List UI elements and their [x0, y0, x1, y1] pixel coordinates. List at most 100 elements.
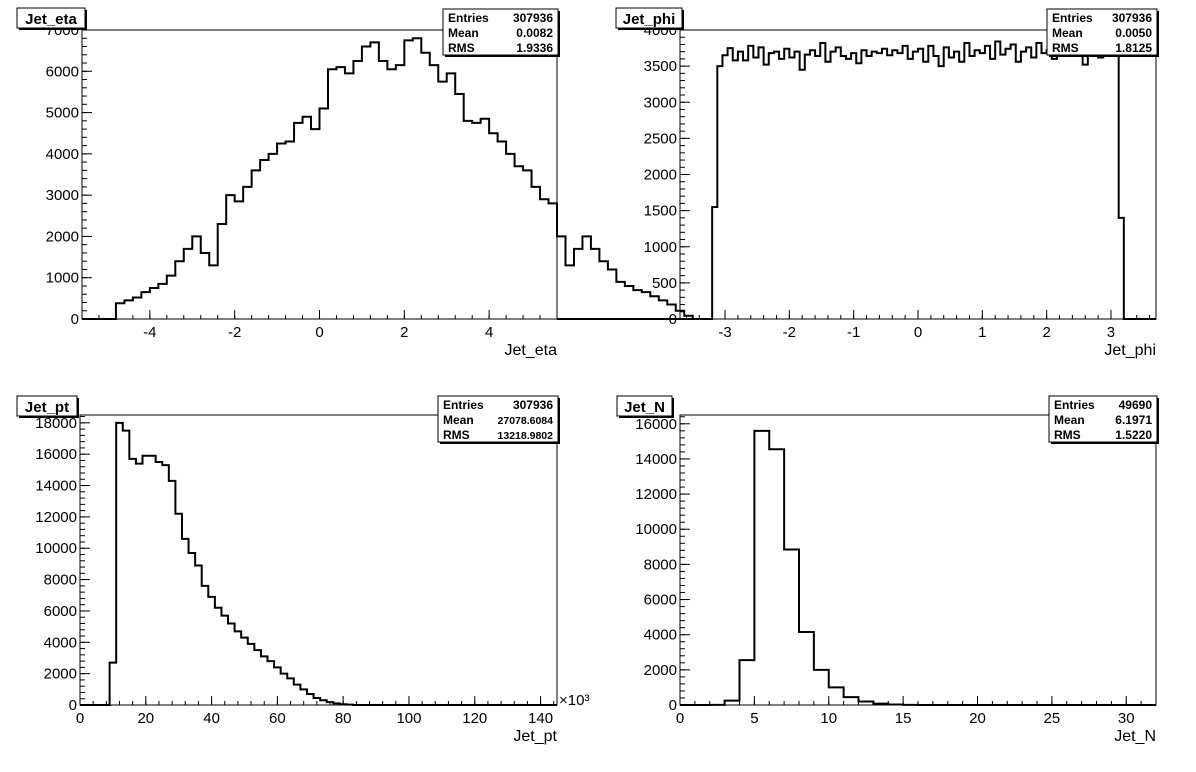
x-tick-label: 20 — [969, 710, 986, 727]
stats-label-entries: Entries — [443, 398, 484, 412]
y-tick-label: 0 — [69, 697, 77, 714]
y-tick-label: 16000 — [635, 416, 677, 433]
y-tick-label: 12000 — [635, 486, 677, 503]
x-tick-label: 40 — [203, 710, 220, 727]
x-tick-label: -3 — [718, 324, 731, 341]
title-box: Jet_eta — [16, 7, 87, 30]
stats-label-mean: Mean — [443, 413, 474, 427]
y-tick-label: 0 — [669, 311, 677, 328]
y-tick-label: 0 — [669, 697, 677, 714]
stats-label-rms: RMS — [1054, 428, 1081, 442]
y-tick-label: 12000 — [35, 509, 77, 526]
title-box: Jet_phi — [615, 7, 684, 30]
y-tick-label: 3000 — [644, 94, 677, 111]
stats-label-rms: RMS — [443, 428, 470, 442]
y-tick-label: 6000 — [644, 592, 677, 609]
stats-box: Entries 307936 Mean 0.0050 RMS 1.8125 — [1046, 8, 1159, 57]
x-tick-label: 5 — [750, 710, 758, 727]
x-tick-label: 2 — [1042, 324, 1050, 341]
title-box-frame — [16, 395, 78, 417]
histogram-panel-3: 0 2000 4000 6000 8000 10000 12000 14000 16000 180… — [16, 395, 589, 745]
x-axis-title: Jet_eta — [505, 342, 558, 359]
title-box-frame — [615, 7, 683, 29]
stats-value-mean: 0.0082 — [516, 26, 553, 40]
y-tick-label: 14000 — [635, 451, 677, 468]
x-tick-label: 4 — [485, 324, 493, 341]
y-tick-label: 8000 — [644, 556, 677, 573]
y-tick-label: 1000 — [644, 239, 677, 256]
x-tick-label: 2 — [400, 324, 408, 341]
stats-value-rms: 1.8125 — [1115, 41, 1152, 55]
histogram-line — [80, 421, 557, 706]
chart-title: Jet_phi — [623, 11, 676, 28]
stats-box-frame — [1046, 8, 1158, 56]
x-tick-label: 3 — [1107, 324, 1115, 341]
stats-value-mean: 6.1971 — [1115, 413, 1152, 427]
x-axis-title: Jet_pt — [513, 728, 557, 745]
x-tick-label: 25 — [1044, 710, 1061, 727]
y-tick-label: 2000 — [44, 666, 77, 683]
y-tick-label: 500 — [652, 275, 677, 292]
histogram-panel-4: 0 2000 4000 6000 8000 10000 12000 14000 16000 0 5 1… — [616, 395, 1159, 745]
x-tick-label: 0 — [676, 710, 684, 727]
x-tick-label: 10 — [820, 710, 837, 727]
y-tick-label: 2000 — [46, 228, 79, 245]
plot-frame — [679, 414, 1157, 706]
x-tick-label: -2 — [783, 324, 796, 341]
stats-value-entries: 307936 — [1112, 11, 1152, 25]
stats-box-frame — [437, 395, 559, 443]
y-tick-label: 4000 — [44, 634, 77, 651]
stats-label-entries: Entries — [1054, 398, 1095, 412]
stats-label-mean: Mean — [1054, 413, 1085, 427]
stats-box-frame — [442, 8, 559, 56]
y-tick-label: 6000 — [44, 603, 77, 620]
y-tick-label: 5000 — [46, 105, 79, 122]
x-tick-label: 0 — [914, 324, 922, 341]
x-tick-label: -2 — [228, 324, 241, 341]
y-tick-label: 3500 — [644, 58, 677, 75]
stats-label-entries: Entries — [448, 11, 489, 25]
stats-box: Entries 49690 Mean 6.1971 RMS 1.5220 — [1048, 395, 1159, 444]
stats-box: Entries 307936 Mean 27078.6084 RMS 13218.9802 — [437, 395, 560, 444]
x-tick-label: -4 — [143, 324, 156, 341]
stats-box: Entries 307936 Mean 0.0082 RMS 1.9336 — [442, 8, 560, 57]
stats-value-entries: 307936 — [513, 11, 553, 25]
x-tick-label: 100 — [396, 710, 421, 727]
y-tick-label: 3000 — [46, 187, 79, 204]
y-tick-label: 1500 — [644, 203, 677, 220]
stats-value-entries: 49690 — [1119, 398, 1153, 412]
x-axis-title: Jet_phi — [1104, 342, 1156, 359]
axis-exponent-label: ×10³ — [559, 692, 589, 709]
title-box-frame — [16, 7, 86, 29]
x-tick-label: 0 — [315, 324, 323, 341]
y-tick-label: 4000 — [644, 627, 677, 644]
y-tick-label: 10000 — [35, 540, 77, 557]
x-tick-label: 80 — [335, 710, 352, 727]
chart-title: Jet_pt — [25, 399, 69, 416]
stats-value-rms: 1.9336 — [516, 41, 553, 55]
y-tick-label: 0 — [71, 311, 79, 328]
x-axis-title: Jet_N — [1114, 728, 1156, 745]
y-tick-label: 2500 — [644, 130, 677, 147]
stats-label-rms: RMS — [1052, 41, 1079, 55]
histogram-line — [680, 39, 1156, 320]
stats-label-rms: RMS — [448, 41, 475, 55]
y-tick-label: 2000 — [644, 662, 677, 679]
title-box-frame — [616, 395, 673, 417]
x-tick-label: 30 — [1118, 710, 1135, 727]
plot-frame — [79, 414, 558, 706]
y-tick-label: 14000 — [35, 478, 77, 495]
title-box: Jet_N — [616, 395, 674, 418]
y-tick-label: 18000 — [35, 415, 77, 432]
chart-title: Jet_N — [624, 399, 665, 416]
stats-label-mean: Mean — [448, 26, 479, 40]
stats-value-rms: 1.5220 — [1115, 428, 1152, 442]
x-tick-label: 1 — [978, 324, 986, 341]
histogram-line — [680, 429, 1156, 706]
y-tick-label: 1000 — [46, 270, 79, 287]
stats-label-mean: Mean — [1052, 26, 1083, 40]
stats-value-rms: 13218.9802 — [498, 430, 554, 442]
